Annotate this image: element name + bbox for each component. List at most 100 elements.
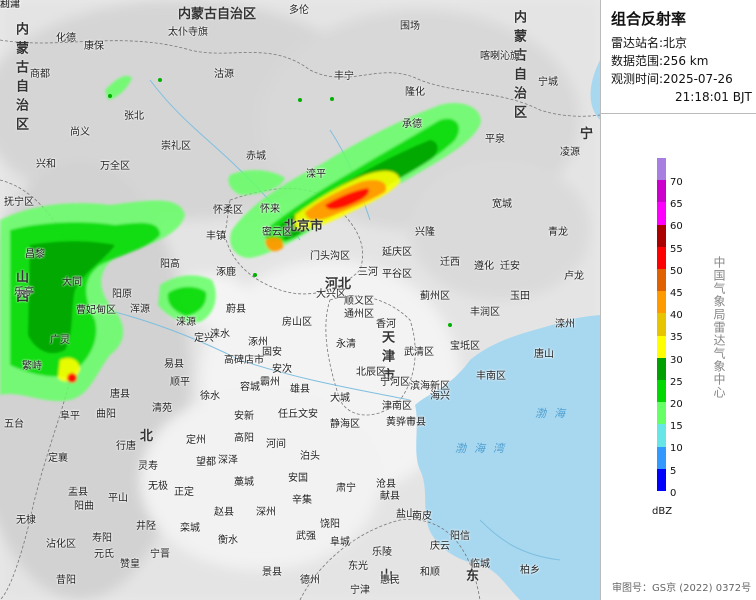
place-label: 大同 (62, 277, 82, 288)
place-label: 延庆区 (382, 247, 412, 258)
terrain-and-echo-layer (0, 0, 600, 600)
time-label: 观测时间: (611, 72, 664, 86)
sea-label-bohai: 渤海 (535, 407, 573, 420)
place-label: 利津 (0, 0, 20, 10)
place-label: 蓟州区 (420, 291, 450, 302)
place-label: 香河 (376, 319, 396, 330)
product-title: 组合反射率 (611, 10, 687, 28)
place-label: 安新 (234, 411, 254, 422)
place-label: 深泽 (218, 455, 238, 466)
place-label: 抚宁区 (4, 197, 34, 208)
place-label: 黄骅市 (386, 417, 416, 428)
place-label: 易县 (164, 359, 184, 370)
region-label-shandong-shan: 山 (380, 569, 394, 584)
map-review-number: 审图号：GS京 (2022) 0372号 (612, 583, 752, 594)
place-label: 固安 (262, 347, 282, 358)
place-label: 滦平 (306, 169, 326, 180)
place-label: 万全区 (100, 161, 130, 172)
sea-label-bohai-bay: 渤海湾 (455, 442, 512, 455)
range-value: 256 km (663, 54, 709, 68)
place-label: 栾城 (180, 523, 200, 534)
place-label: 丰宁 (334, 71, 354, 82)
place-label: 唐山 (534, 349, 554, 360)
place-label: 饶阳 (320, 519, 340, 530)
place-label: 宝坻区 (450, 341, 480, 352)
place-label: 河间 (266, 439, 286, 450)
place-label: 清苑 (152, 403, 172, 414)
place-label: 赞皇 (120, 559, 140, 570)
place-label: 永清 (336, 339, 356, 350)
scale-tick-55: 55 (670, 243, 683, 255)
scale-segment-70 (657, 158, 666, 181)
place-label: 五台 (4, 419, 24, 430)
place-label: 乐陵 (372, 547, 392, 558)
region-label-hebei: 河北 (325, 277, 352, 292)
place-label: 惠民 (380, 575, 400, 586)
place-label: 赤城 (246, 151, 266, 162)
place-label: 东光 (348, 561, 368, 572)
radar-echoes (0, 75, 481, 402)
place-label: 蔚县 (226, 304, 246, 315)
place-label: 冀州 (0, 0, 20, 10)
place-label: 定兴 (194, 333, 214, 344)
scale-tick-5: 5 (670, 465, 677, 477)
radar-map[interactable]: 内蒙古自治区 内蒙古自治区 内蒙古自治区 宁 河北 北京市 天津市 山西 山 东… (0, 0, 600, 600)
region-label-shanxi: 山西 (13, 270, 28, 308)
place-label: 平山 (108, 493, 128, 504)
scale-tick-0: 0 (670, 487, 677, 499)
place-label: 寿阳 (92, 533, 112, 544)
place-label: 围场 (400, 21, 420, 32)
info-panel: 组合反射率 雷达站名:北京 数据范围:256 km 观测时间:2025-07-2… (600, 0, 756, 600)
place-label: 平谷区 (382, 269, 412, 280)
place-label: 涿州 (248, 337, 268, 348)
place-label: 肃宁 (336, 483, 356, 494)
place-label: 兴隆 (415, 227, 435, 238)
place-label: 滨海新区 (410, 381, 450, 392)
scale-tick-70: 70 (670, 177, 683, 188)
place-label: 南皮 (412, 511, 432, 522)
place-label: 井陉 (136, 521, 156, 532)
place-label: 乐亭 (14, 287, 34, 298)
place-label: 康保 (84, 41, 104, 52)
time-value-clock: 21:18:01 BJT (675, 90, 752, 104)
place-label: 涿鹿 (216, 267, 236, 278)
place-label: 卢龙 (564, 271, 584, 282)
place-label: 津南区 (382, 401, 412, 412)
station-value: 北京 (663, 36, 688, 50)
place-label: 阳高 (160, 259, 180, 270)
place-label: 广灵 (50, 335, 70, 346)
scale-segment-65 (657, 180, 666, 203)
place-label: 衡水 (218, 535, 238, 546)
place-label: 定州 (186, 435, 206, 446)
place-label: 多伦 (289, 5, 309, 16)
place-label: 唐县 (110, 389, 130, 400)
scale-segment-20 (657, 380, 666, 403)
scale-tick-10: 10 (670, 443, 683, 455)
region-label-inner-mongolia: 内蒙古自治区 (178, 7, 257, 22)
scale-tick-50: 50 (670, 265, 683, 277)
place-label: 崇礼区 (161, 141, 191, 152)
place-label: 迁西 (440, 257, 460, 268)
place-label: 丰镇 (206, 231, 226, 242)
place-label: 房山区 (282, 317, 312, 328)
place-label: 雄县 (290, 384, 310, 395)
agency-label: 中国气象局雷达气象中心 (712, 256, 726, 399)
place-label: 望都 (196, 457, 216, 468)
region-label-tianjin: 天津市 (379, 330, 394, 387)
place-label: 无极 (148, 481, 168, 492)
place-label: 定襄 (48, 453, 68, 464)
place-label: 海兴 (430, 391, 450, 402)
scale-tick-20: 20 (670, 399, 683, 410)
range-label: 数据范围: (611, 54, 664, 68)
region-label-beijing: 北京市 (284, 219, 324, 234)
place-label: 泊头 (300, 451, 320, 462)
place-label: 沧县 (376, 479, 396, 490)
place-label: 丰润区 (470, 307, 500, 318)
place-label: 张北 (124, 111, 144, 122)
place-label: 太仆寺旗 (168, 27, 208, 38)
place-label: 怀来 (260, 204, 280, 215)
place-label: 柏乡 (520, 565, 540, 576)
place-label: 霸州 (260, 377, 280, 388)
region-label-bei: 北 (140, 429, 154, 444)
scale-segment-5 (657, 446, 666, 470)
